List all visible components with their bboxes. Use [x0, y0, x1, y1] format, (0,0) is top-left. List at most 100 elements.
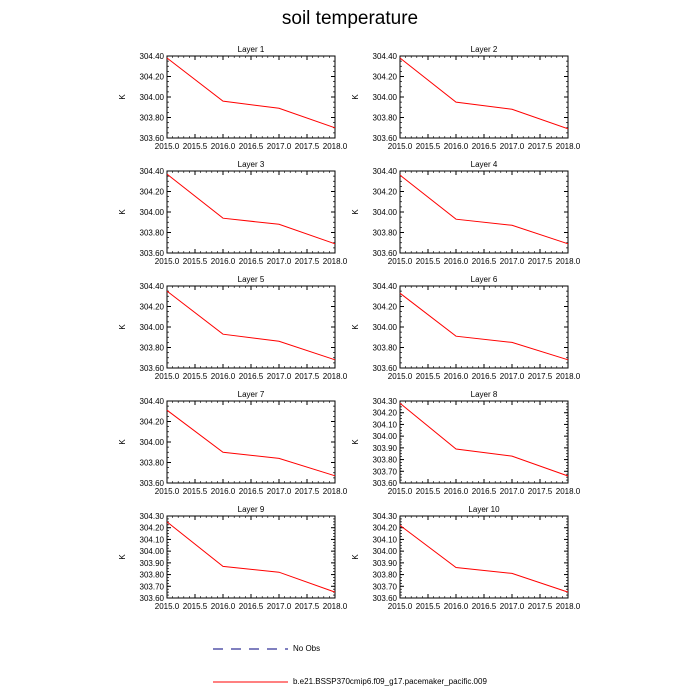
layer-3-plot-frame — [166, 170, 336, 254]
legend-model-label: b.e21.BSSP370cmip6.f09_g17.pacemaker_pac… — [293, 677, 487, 686]
layer-10-plot-frame — [399, 515, 569, 599]
layer-8-ytick-label: 304.00 — [373, 432, 398, 441]
layer-5-ylabel: K — [118, 324, 127, 330]
layer-2-ylabel: K — [351, 94, 360, 100]
layer-3-xtick-label: 2017.5 — [295, 257, 320, 266]
layer-3-ylabel: K — [118, 209, 127, 215]
chart-panel-layer-10: Layer 10 K 303.60 303.70 303.80 303.90 304.00 3… — [351, 505, 581, 611]
layer-2-xtick-label: 2015.0 — [388, 142, 413, 151]
layer-9-ytick-label: 304.30 — [140, 512, 165, 521]
chart-panel-layer-7: Layer 7 K 303.60 303.80 304.00 304.20 304.40 20… — [118, 390, 348, 496]
layer-6-xtick-label: 2017.5 — [528, 372, 553, 381]
layer-8-xtick-label: 2016.0 — [444, 487, 469, 496]
layer-9-ytick-label: 303.70 — [140, 582, 165, 591]
layer-4-xtick-label: 2018.0 — [556, 257, 581, 266]
layer-8-plot-frame — [399, 400, 569, 484]
layer-1-xtick-label: 2015.5 — [183, 142, 208, 151]
layer-9-xtick-label: 2016.0 — [211, 602, 236, 611]
layer-6-xtick-label: 2016.0 — [444, 372, 469, 381]
layer-8-ylabel: K — [351, 439, 360, 445]
layer-2-series-line — [399, 57, 569, 130]
layer-5-ytick-label: 304.40 — [140, 282, 165, 291]
layer-7-xtick-label: 2016.5 — [239, 487, 264, 496]
layer-8-ytick-label: 303.70 — [373, 467, 398, 476]
layer-2-xtick-label: 2018.0 — [556, 142, 581, 151]
layer-4-xtick-label: 2015.5 — [416, 257, 441, 266]
layer-3-xtick-label: 2018.0 — [323, 257, 348, 266]
layer-5-ytick-label: 303.80 — [140, 344, 165, 353]
layer-9-ylabel: K — [118, 554, 127, 560]
layer-10-ytick-label: 304.20 — [373, 524, 398, 533]
layer-2-plot-frame — [399, 55, 569, 139]
layer-8-xtick-label: 2017.0 — [500, 487, 525, 496]
layer-9-ytick-label: 304.00 — [140, 547, 165, 556]
layer-6-xtick-label: 2017.0 — [500, 372, 525, 381]
layer-3-ytick-label: 303.80 — [140, 229, 165, 238]
layer-6-xtick-label: 2015.5 — [416, 372, 441, 381]
layer-7-xtick-label: 2015.0 — [155, 487, 180, 496]
layer-1-xtick-label: 2016.0 — [211, 142, 236, 151]
chart-panel-layer-2: Layer 2 K 303.60 303.80 304.00 304.20 304.40 20… — [351, 45, 581, 151]
layer-8-ytick-label: 303.60 — [373, 479, 398, 488]
layer-2-title: Layer 2 — [471, 45, 498, 54]
layer-5-xtick-label: 2017.0 — [267, 372, 292, 381]
layer-5-xtick-label: 2018.0 — [323, 372, 348, 381]
chart-panel-layer-3: Layer 3 K 303.60 303.80 304.00 304.20 304.40 20… — [118, 160, 348, 266]
layer-8-title: Layer 8 — [471, 390, 498, 399]
layer-8-xtick-label: 2015.5 — [416, 487, 441, 496]
figure-title: soil temperature — [281, 8, 419, 29]
layer-8-xtick-label: 2015.0 — [388, 487, 413, 496]
layer-7-ytick-label: 303.60 — [140, 479, 165, 488]
layer-10-ytick-label: 303.90 — [373, 559, 398, 568]
layer-1-ytick-label: 304.20 — [140, 73, 165, 82]
layer-1-xtick-label: 2017.5 — [295, 142, 320, 151]
layer-4-ytick-label: 304.20 — [373, 188, 398, 197]
layer-6-ytick-label: 304.20 — [373, 303, 398, 312]
layer-10-xtick-label: 2016.5 — [472, 602, 497, 611]
layer-4-xtick-label: 2017.0 — [500, 257, 525, 266]
layer-1-xtick-label: 2016.5 — [239, 142, 264, 151]
chart-panel-layer-8: Layer 8 K 303.60 303.70 303.80 303.90 304.00 30… — [351, 390, 581, 496]
layer-2-ytick-label: 303.80 — [373, 114, 398, 123]
layer-9-xtick-label: 2016.5 — [239, 602, 264, 611]
layer-7-ytick-label: 304.00 — [140, 438, 165, 447]
layer-10-xtick-label: 2015.5 — [416, 602, 441, 611]
layer-7-xtick-label: 2017.5 — [295, 487, 320, 496]
layer-4-xtick-label: 2017.5 — [528, 257, 553, 266]
layer-10-xtick-label: 2017.5 — [528, 602, 553, 611]
layer-7-ytick-label: 304.20 — [140, 418, 165, 427]
layer-1-ytick-label: 304.00 — [140, 93, 165, 102]
layer-10-xtick-label: 2017.0 — [500, 602, 525, 611]
layer-4-xtick-label: 2016.0 — [444, 257, 469, 266]
chart-panel-layer-6: Layer 6 K 303.60 303.80 304.00 304.20 304.40 20… — [351, 275, 581, 381]
layer-8-ytick-label: 304.30 — [373, 397, 398, 406]
layer-1-xtick-label: 2017.0 — [267, 142, 292, 151]
layer-9-xtick-label: 2017.0 — [267, 602, 292, 611]
layer-2-xtick-label: 2017.0 — [500, 142, 525, 151]
layer-9-plot-frame — [166, 515, 336, 599]
layer-7-xtick-label: 2018.0 — [323, 487, 348, 496]
layer-3-xtick-label: 2017.0 — [267, 257, 292, 266]
layer-5-title: Layer 5 — [238, 275, 265, 284]
layer-2-ytick-label: 304.20 — [373, 73, 398, 82]
layer-6-ytick-label: 303.60 — [373, 364, 398, 373]
layer-6-ytick-label: 303.80 — [373, 344, 398, 353]
layer-3-ytick-label: 304.40 — [140, 167, 165, 176]
layer-2-xtick-label: 2016.0 — [444, 142, 469, 151]
layer-9-ytick-label: 304.10 — [140, 535, 165, 544]
layer-5-ytick-label: 304.20 — [140, 303, 165, 312]
layer-5-series-line — [166, 290, 336, 361]
legend-model-swatch — [213, 681, 288, 683]
layer-8-ytick-label: 303.80 — [373, 456, 398, 465]
layer-4-ytick-label: 304.40 — [373, 167, 398, 176]
layer-9-xtick-label: 2018.0 — [323, 602, 348, 611]
layer-5-xtick-label: 2015.0 — [155, 372, 180, 381]
layer-1-xtick-label: 2018.0 — [323, 142, 348, 151]
layer-10-ytick-label: 303.70 — [373, 582, 398, 591]
layer-4-title: Layer 4 — [471, 160, 498, 169]
chart-panel-layer-4: Layer 4 K 303.60 303.80 304.00 304.20 304.40 20… — [351, 160, 581, 266]
layer-5-xtick-label: 2015.5 — [183, 372, 208, 381]
layer-5-ytick-label: 303.60 — [140, 364, 165, 373]
